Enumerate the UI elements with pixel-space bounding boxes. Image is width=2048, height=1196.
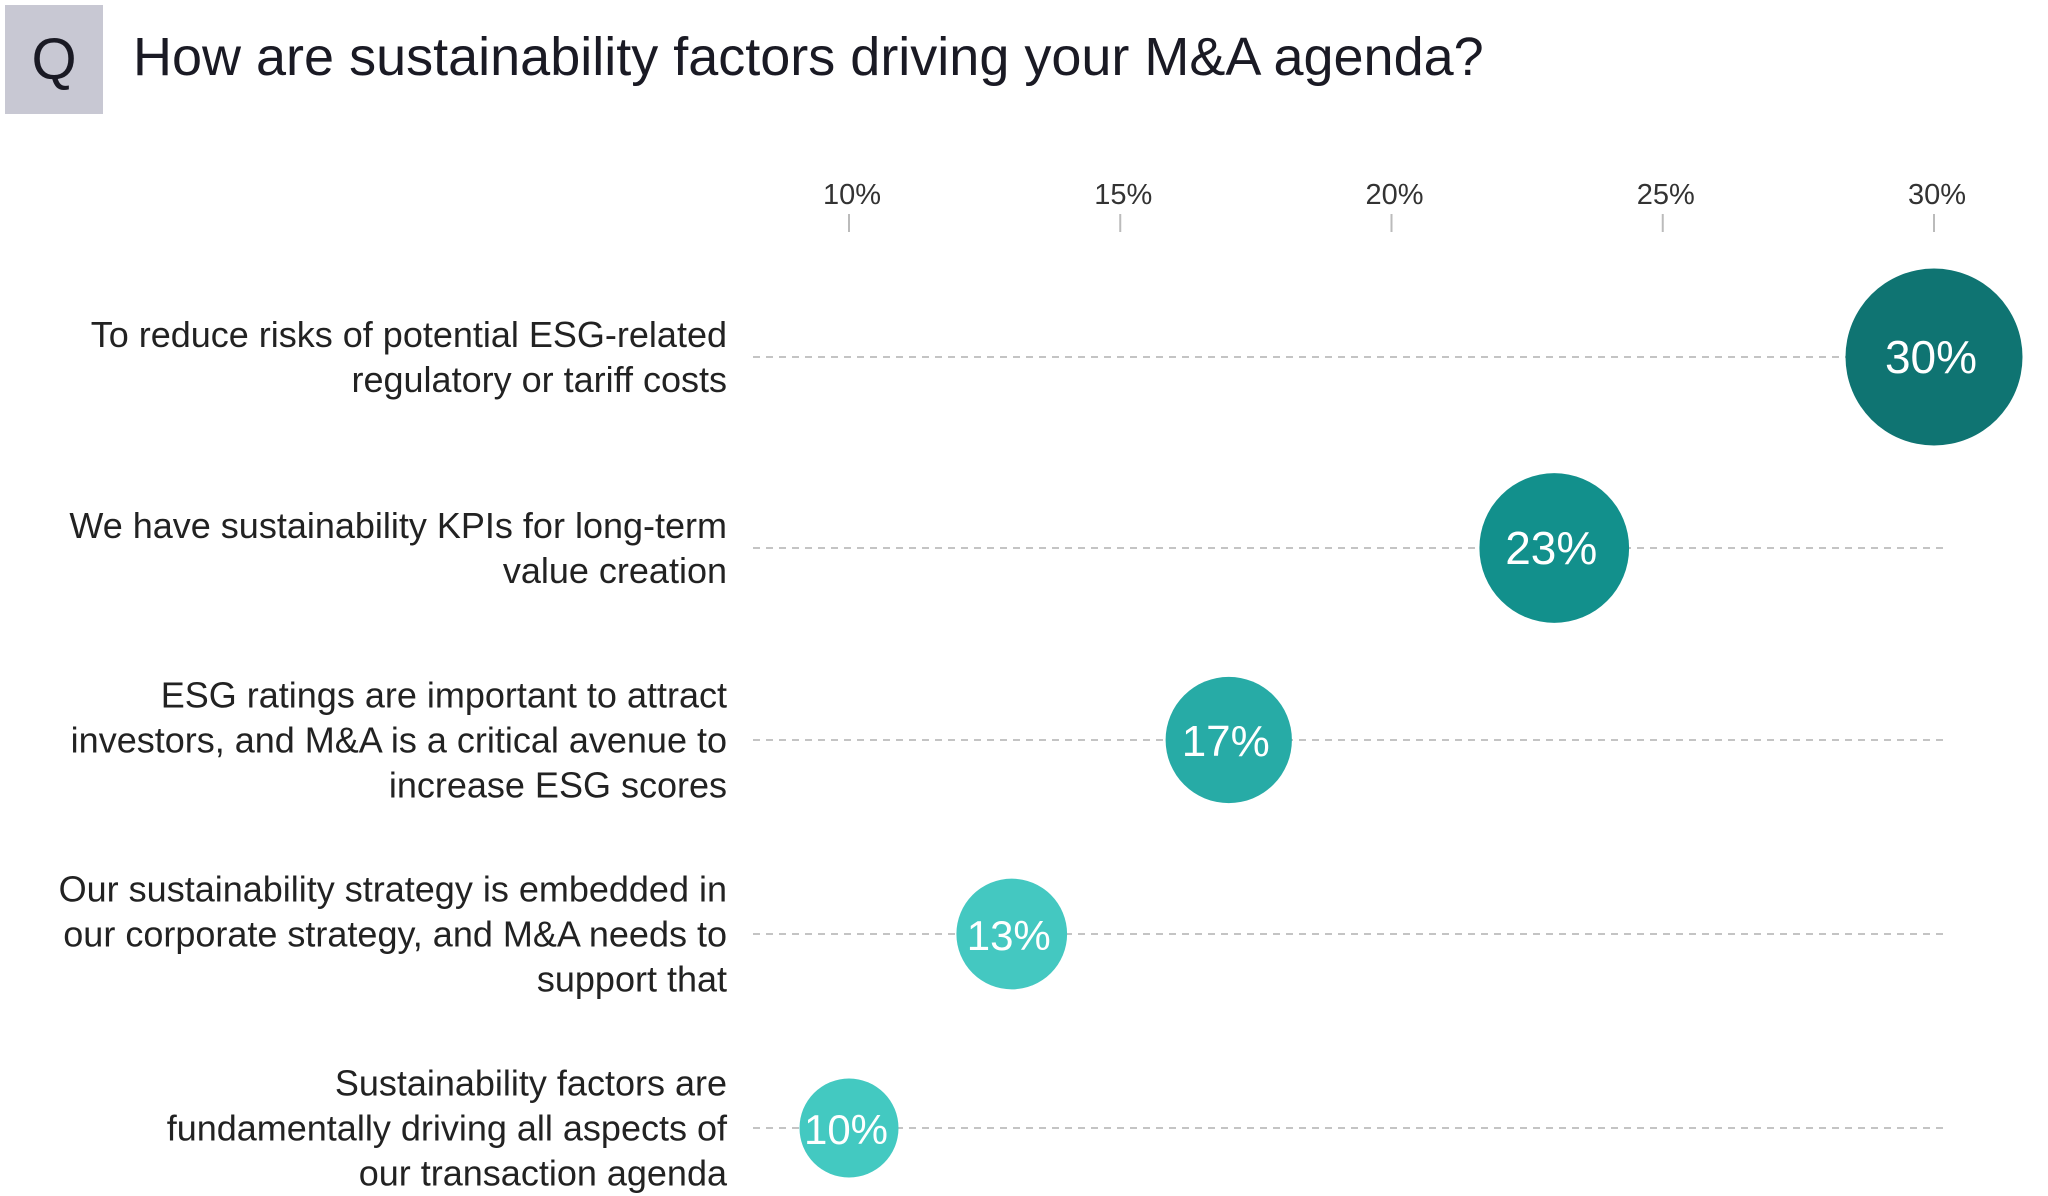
category-label: To reduce risks of potential ESG-related… [90,314,727,400]
category-label: ESG ratings are important to attract inv… [70,674,727,806]
data-bubble [1845,268,2023,446]
question-badge: Q [5,5,103,114]
x-tick-label: 30% [1908,179,1966,211]
x-tick-label: 15% [1094,179,1152,211]
data-label: 13% [967,912,1051,959]
data-bubble [1165,676,1292,804]
data-bubble [1479,473,1630,623]
x-tick-label: 25% [1637,179,1695,211]
x-tick-label: 20% [1365,179,1423,211]
category-label: We have sustainability KPIs for long-ter… [69,505,727,591]
data-label: 17% [1182,717,1270,766]
page-title: How are sustainability factors driving y… [133,27,1484,87]
data-bubble [799,1078,899,1178]
category-label: Our sustainability strategy is embedded … [58,868,727,1000]
data-label: 10% [804,1106,888,1153]
x-tick-label: 10% [823,179,881,211]
data-label: 30% [1885,331,1977,383]
category-label: Sustainability factors are fundamentally… [166,1062,727,1194]
data-bubble [956,878,1068,990]
data-label: 23% [1505,522,1597,574]
